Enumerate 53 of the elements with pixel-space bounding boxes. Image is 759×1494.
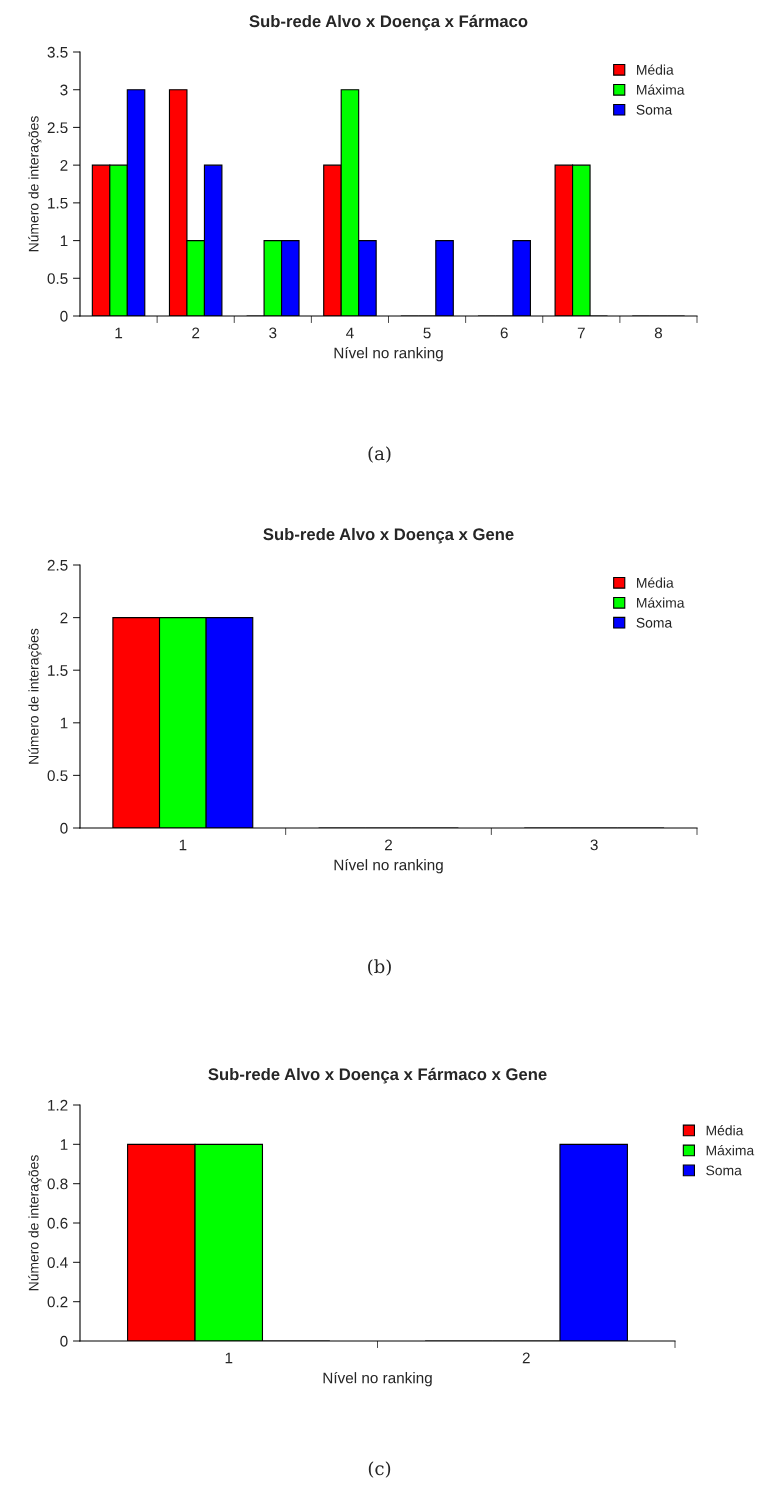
x-axis-title: Nível no ranking <box>323 1371 432 1387</box>
y-tick-label: 1 <box>60 717 68 729</box>
y-tick-label: 0.2 <box>47 1296 68 1308</box>
chart-title: Sub-rede Alvo x Doença x Gene <box>263 527 514 544</box>
x-tick-label: 4 <box>346 327 354 339</box>
y-tick-label: 1 <box>60 235 68 247</box>
y-tick-label: 2.5 <box>47 122 68 134</box>
legend-label: Soma <box>636 617 673 628</box>
legend-label: Média <box>637 64 674 75</box>
x-tick-label: 2 <box>385 839 392 851</box>
y-tick-label: 1 <box>60 1139 68 1150</box>
y-tick-label: 0.8 <box>47 1178 68 1190</box>
y-tick-label: 0 <box>60 310 68 322</box>
text: (c) <box>368 1461 391 1478</box>
y-tick-label: 0.4 <box>47 1257 68 1269</box>
y-tick-label: 0.5 <box>47 770 68 782</box>
y-tick-label: 3.5 <box>47 46 68 58</box>
legend-label: Máxima <box>706 1145 755 1156</box>
y-axis-title: Número de interações <box>28 1155 42 1291</box>
x-tick-label: 2 <box>192 327 200 339</box>
chart-title: Sub-rede Alvo x Doença x Fármaco <box>249 14 528 31</box>
legend-label: Máxima <box>637 84 685 95</box>
chart-title: Sub-rede Alvo x Doença x Fármaco x Gene <box>208 1067 547 1084</box>
x-tick-label: 7 <box>577 327 585 339</box>
y-tick-label: 1.5 <box>48 665 68 676</box>
y-tick-label: 1.5 <box>48 197 68 209</box>
y-tick-label: 0 <box>60 1335 68 1347</box>
legend-label: Média <box>637 577 674 588</box>
legend-label: Máxima <box>637 597 685 608</box>
legend-label: Média <box>706 1125 744 1136</box>
y-tick-label: 2 <box>60 612 68 624</box>
y-tick-label: 0.6 <box>47 1217 68 1229</box>
text: (b) <box>368 959 391 976</box>
y-tick-label: 3 <box>60 84 68 96</box>
text: (a) <box>368 446 391 463</box>
x-tick-label: 1 <box>115 327 123 339</box>
y-tick-label: 0.5 <box>47 273 68 284</box>
x-tick-label: 8 <box>654 327 663 339</box>
legend-label: Soma <box>636 104 673 115</box>
x-axis-title: Nível no ranking <box>334 858 443 874</box>
y-tick-label: 2 <box>60 160 68 171</box>
legend-label: Soma <box>706 1165 742 1176</box>
x-tick-label: 6 <box>500 327 508 339</box>
y-tick-label: 2.5 <box>47 559 68 571</box>
x-tick-label: 1 <box>179 839 187 851</box>
y-tick-label: 1.2 <box>48 1099 68 1111</box>
x-tick-label: 3 <box>269 327 277 339</box>
y-axis-title: Número de interações <box>28 116 42 252</box>
x-tick-label: 5 <box>423 327 431 339</box>
y-tick-label: 0 <box>60 822 68 834</box>
y-axis-title: Número de interações <box>28 628 42 764</box>
x-axis-title: Nível no ranking <box>334 346 443 362</box>
x-tick-label: 3 <box>590 839 598 851</box>
